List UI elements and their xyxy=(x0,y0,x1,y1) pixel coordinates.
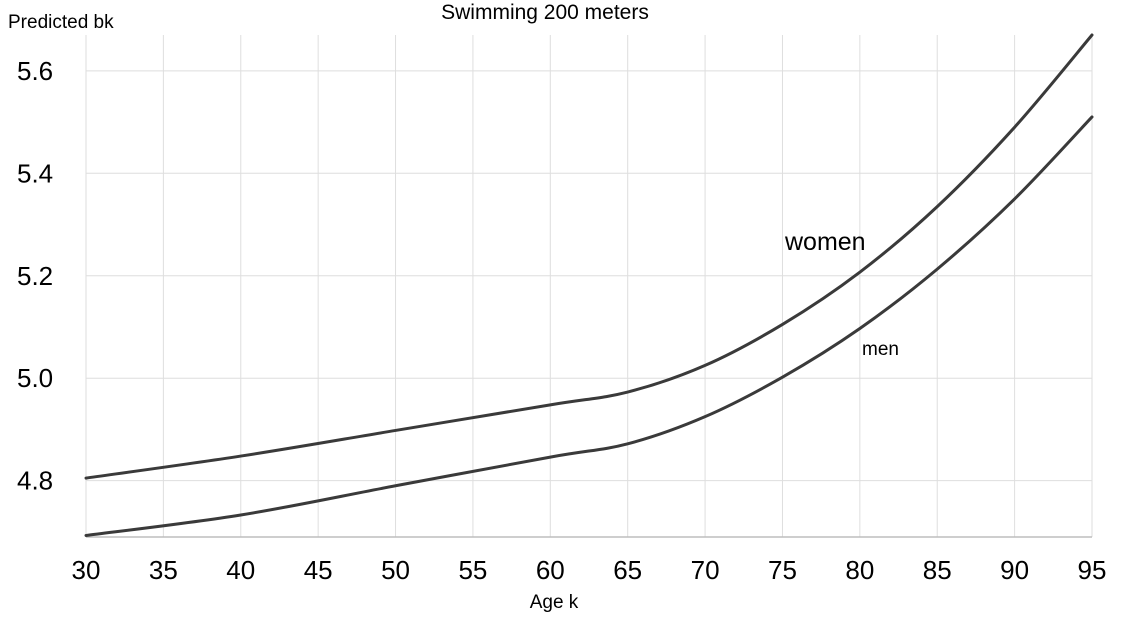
x-tick-label: 70 xyxy=(691,555,720,585)
series-label-men: men xyxy=(862,339,899,360)
series-label-women: women xyxy=(784,228,866,256)
chart-title: Swimming 200 meters xyxy=(441,1,649,24)
x-tick-label: 65 xyxy=(613,555,642,585)
x-tick-label: 55 xyxy=(458,555,487,585)
x-tick-label: 75 xyxy=(768,555,797,585)
x-tick-label: 50 xyxy=(381,555,410,585)
y-tick-label: 5.0 xyxy=(17,363,53,393)
y-axis-ticks: 4.8 5.0 5.2 5.4 5.6 xyxy=(17,56,53,496)
x-tick-label: 95 xyxy=(1078,555,1107,585)
x-tick-label: 80 xyxy=(845,555,874,585)
x-tick-label: 85 xyxy=(923,555,952,585)
series-lines xyxy=(84,33,1094,537)
x-tick-label: 30 xyxy=(72,555,101,585)
x-tick-label: 35 xyxy=(149,555,178,585)
x-tick-label: 60 xyxy=(536,555,565,585)
x-tick-label: 45 xyxy=(304,555,333,585)
series-line-women xyxy=(84,33,1094,480)
series-line-men xyxy=(84,115,1094,537)
y-tick-label: 5.4 xyxy=(17,158,53,188)
y-axis-title: Predicted bk xyxy=(8,12,114,33)
y-tick-label: 4.8 xyxy=(17,466,53,496)
x-axis-title: Age k xyxy=(530,592,579,613)
grid xyxy=(85,35,1093,538)
x-tick-label: 40 xyxy=(226,555,255,585)
y-tick-label: 5.6 xyxy=(17,56,53,86)
y-tick-label: 5.2 xyxy=(17,261,53,291)
x-axis-ticks: 30 35 40 45 50 55 60 65 70 75 80 85 90 95 xyxy=(72,555,1107,585)
x-tick-label: 90 xyxy=(1000,555,1029,585)
